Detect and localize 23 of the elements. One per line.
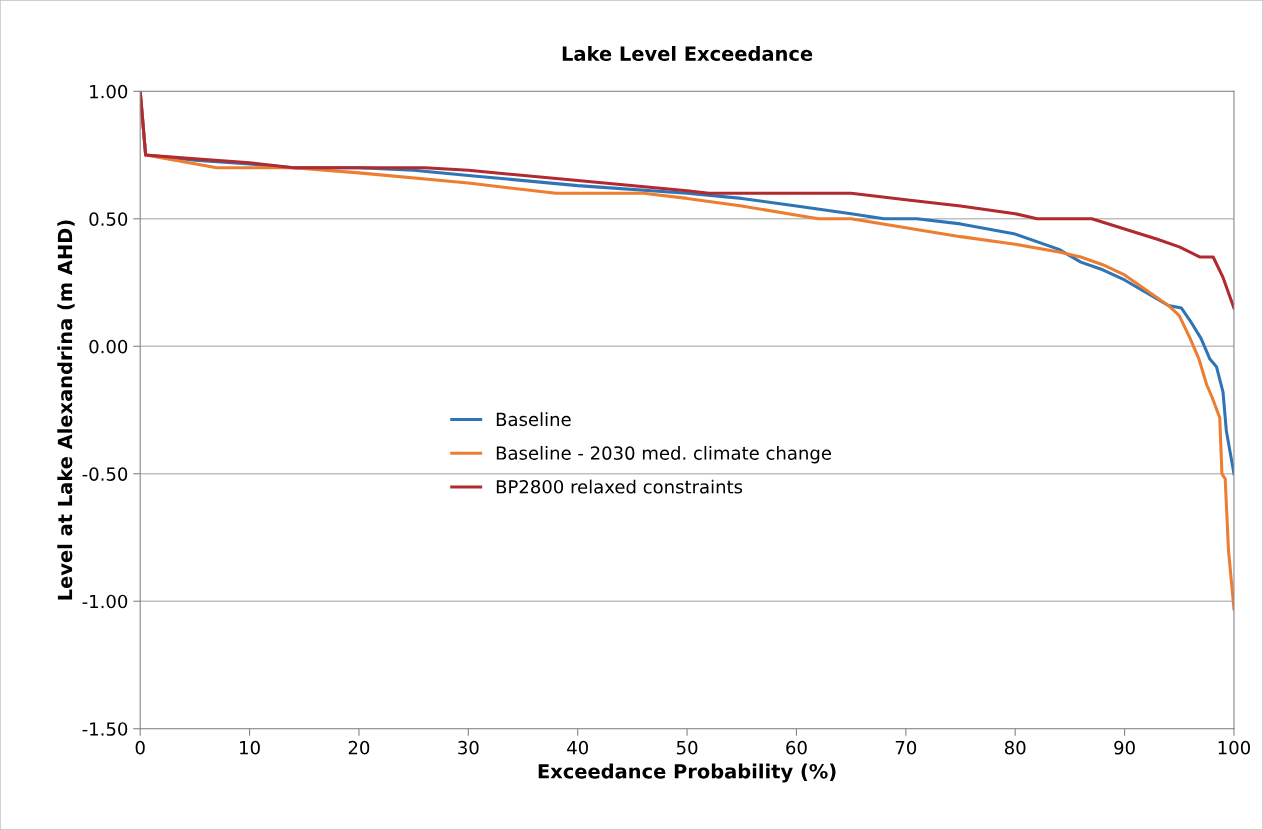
x-tick-label: 20 (348, 740, 370, 755)
y-tick-label: -0.50 (82, 467, 128, 481)
legend-label: Baseline - 2030 med. climate change (496, 445, 831, 464)
y-tick-label: -1.50 (82, 722, 128, 736)
legend-label: Baseline (496, 412, 571, 427)
y-tick-label: 0.00 (89, 339, 128, 354)
y-tick-label: -1.00 (82, 594, 128, 609)
x-tick-label: 50 (676, 740, 698, 755)
x-tick-label: 90 (1114, 740, 1135, 755)
x-tick-label: 70 (895, 740, 917, 755)
x-tick-label: 10 (240, 740, 260, 755)
y-tick-label: 1.00 (90, 84, 128, 99)
x-tick-label: 0 (135, 740, 145, 755)
y-tick-label: 0.50 (89, 212, 128, 226)
legend-label: BP2800 relaxed constraints (496, 479, 743, 494)
y-axis-title: Level at Lake Alexandrina (m AHD) (57, 220, 75, 600)
x-tick-label: 100 (1218, 740, 1250, 755)
x-tick-label: 30 (458, 740, 479, 755)
x-axis-title: Exceedance Probability (%) (538, 763, 836, 783)
chart-title: Lake Level Exceedance (562, 45, 813, 62)
x-tick-label: 40 (567, 740, 588, 755)
x-tick-label: 60 (786, 740, 807, 755)
x-tick-label: 80 (1004, 740, 1026, 755)
